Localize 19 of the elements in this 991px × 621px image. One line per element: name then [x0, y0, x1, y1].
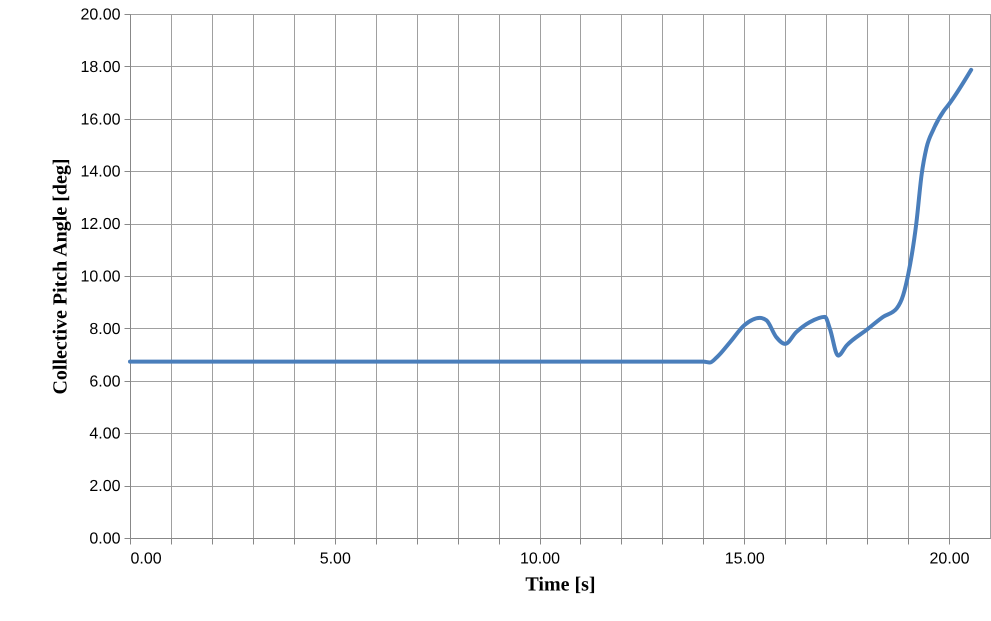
- y-tick-label: 2.00: [89, 478, 121, 496]
- x-tick-label: 0.00: [130, 550, 162, 568]
- x-tick-label: 10.00: [520, 550, 560, 568]
- x-tick-label: 15.00: [724, 550, 765, 568]
- line-series: [128, 68, 974, 364]
- y-tick-label: 18.00: [80, 58, 121, 76]
- y-tick-label: 14.00: [80, 164, 121, 181]
- y-tick-label: 20.00: [80, 6, 121, 24]
- y-axis-title: Collective Pitch Angle [deg]: [49, 158, 72, 395]
- y-tick-label: 8.00: [89, 320, 121, 338]
- x-axis-title: Time [s]: [525, 574, 596, 596]
- y-tick-label: 4.00: [89, 426, 121, 443]
- y-tick-label: 16.00: [80, 111, 121, 128]
- y-tick-label: 10.00: [80, 268, 121, 286]
- y-tick-label: 12.00: [80, 216, 121, 234]
- x-tick-label: 5.00: [320, 550, 351, 568]
- y-tick-label: 0.00: [89, 530, 121, 548]
- y-tick-label: 6.00: [89, 373, 121, 390]
- x-tick-label: 20.00: [930, 550, 970, 568]
